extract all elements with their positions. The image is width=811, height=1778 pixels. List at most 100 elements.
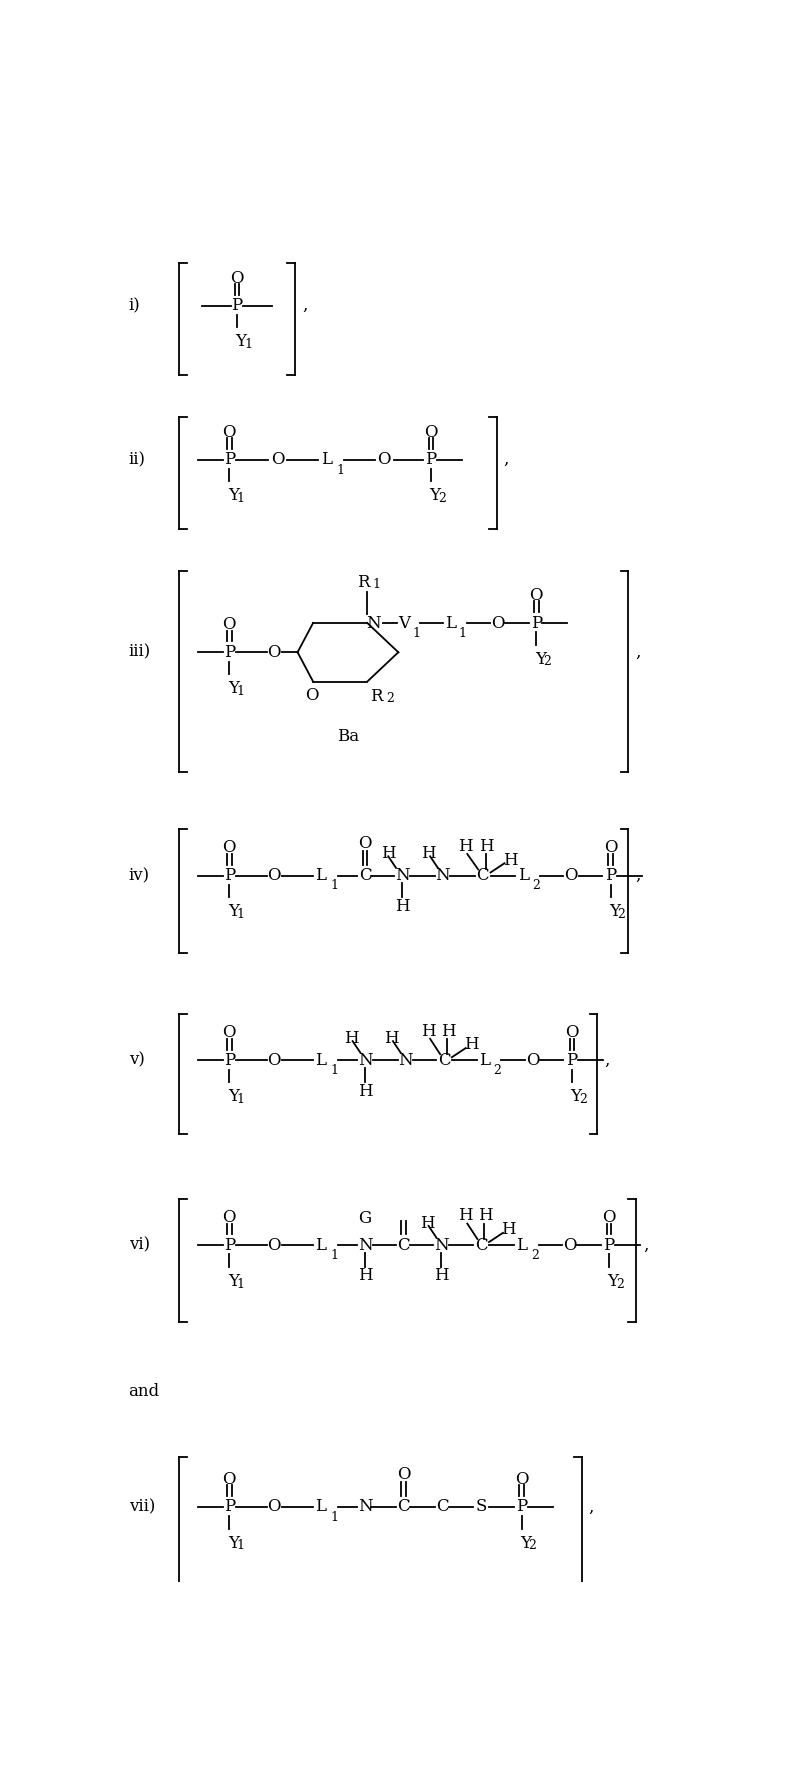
Text: O: O (222, 615, 236, 633)
Text: 1: 1 (236, 1278, 244, 1291)
Text: P: P (224, 1053, 234, 1069)
Text: O: O (222, 423, 236, 441)
Text: 1: 1 (412, 628, 420, 640)
Text: O: O (268, 1053, 281, 1069)
Text: L: L (315, 1499, 326, 1515)
Text: C: C (437, 1053, 450, 1069)
Text: 1: 1 (371, 578, 380, 592)
Text: O: O (304, 686, 318, 704)
Text: H: H (500, 1221, 515, 1237)
Text: i): i) (128, 297, 140, 315)
Text: ,: , (634, 644, 640, 661)
Text: O: O (268, 644, 281, 661)
Text: O: O (525, 1053, 539, 1069)
Text: 2: 2 (385, 692, 393, 706)
Text: P: P (224, 452, 234, 468)
Text: H: H (502, 852, 517, 869)
Text: and: and (128, 1383, 160, 1399)
Text: N: N (433, 1237, 448, 1253)
Text: H: H (380, 846, 395, 862)
Text: ,: , (634, 868, 640, 884)
Text: Y: Y (228, 679, 238, 697)
Text: C: C (476, 868, 488, 884)
Text: Ba: Ba (337, 729, 358, 745)
Text: iii): iii) (128, 644, 151, 661)
Text: O: O (377, 452, 391, 468)
Text: S: S (475, 1499, 487, 1515)
Text: O: O (358, 834, 371, 852)
Text: L: L (320, 452, 332, 468)
Text: P: P (425, 452, 436, 468)
Text: O: O (564, 1024, 578, 1042)
Text: 1: 1 (336, 464, 344, 477)
Text: 1: 1 (236, 685, 244, 697)
Text: ,: , (503, 452, 508, 468)
Text: 1: 1 (330, 1065, 337, 1077)
Text: P: P (224, 644, 234, 661)
Text: 1: 1 (330, 880, 337, 893)
Text: H: H (433, 1268, 448, 1284)
Text: H: H (358, 1083, 372, 1099)
Text: L: L (516, 1237, 526, 1253)
Text: O: O (562, 1237, 576, 1253)
Text: 2: 2 (617, 909, 624, 921)
Text: P: P (231, 297, 242, 315)
Text: 1: 1 (330, 1248, 337, 1262)
Text: C: C (397, 1499, 410, 1515)
Text: C: C (474, 1237, 487, 1253)
Text: V: V (397, 615, 410, 631)
Text: P: P (224, 1499, 234, 1515)
Text: H: H (478, 837, 493, 855)
Text: Y: Y (534, 651, 545, 669)
Text: P: P (515, 1499, 526, 1515)
Text: O: O (222, 1209, 236, 1227)
Text: O: O (222, 1470, 236, 1488)
Text: 2: 2 (616, 1278, 623, 1291)
Text: 2: 2 (578, 1093, 586, 1106)
Text: O: O (490, 615, 504, 631)
Text: vi): vi) (128, 1237, 149, 1253)
Text: Y: Y (569, 1088, 581, 1106)
Text: Y: Y (519, 1534, 530, 1552)
Text: P: P (224, 868, 234, 884)
Text: O: O (423, 423, 437, 441)
Text: O: O (268, 1237, 281, 1253)
Text: L: L (315, 868, 326, 884)
Text: Y: Y (228, 1088, 238, 1106)
Text: P: P (603, 1237, 614, 1253)
Text: Y: Y (228, 1534, 238, 1552)
Text: L: L (517, 868, 528, 884)
Text: 1: 1 (458, 628, 466, 640)
Text: 1: 1 (236, 1540, 244, 1552)
Text: O: O (603, 839, 616, 857)
Text: R: R (357, 574, 369, 592)
Text: N: N (358, 1053, 372, 1069)
Text: Y: Y (607, 1273, 618, 1289)
Text: O: O (529, 587, 543, 605)
Text: H: H (477, 1207, 491, 1225)
Text: H: H (343, 1029, 358, 1047)
Text: 2: 2 (530, 1248, 538, 1262)
Text: O: O (268, 1499, 281, 1515)
Text: 2: 2 (437, 493, 445, 505)
Text: Y: Y (228, 487, 238, 505)
Text: O: O (514, 1470, 528, 1488)
Text: H: H (458, 1207, 473, 1225)
Text: C: C (358, 868, 371, 884)
Text: v): v) (128, 1053, 144, 1069)
Text: Y: Y (608, 903, 620, 921)
Text: vii): vii) (128, 1499, 155, 1515)
Text: Y: Y (228, 1273, 238, 1289)
Text: O: O (230, 270, 243, 286)
Text: C: C (397, 1237, 410, 1253)
Text: 1: 1 (330, 1511, 337, 1524)
Text: 2: 2 (543, 656, 551, 669)
Text: N: N (358, 1499, 372, 1515)
Text: P: P (530, 615, 541, 631)
Text: L: L (478, 1053, 489, 1069)
Text: 1: 1 (236, 493, 244, 505)
Text: O: O (270, 452, 284, 468)
Text: 2: 2 (528, 1540, 536, 1552)
Text: L: L (315, 1053, 326, 1069)
Text: P: P (565, 1053, 577, 1069)
